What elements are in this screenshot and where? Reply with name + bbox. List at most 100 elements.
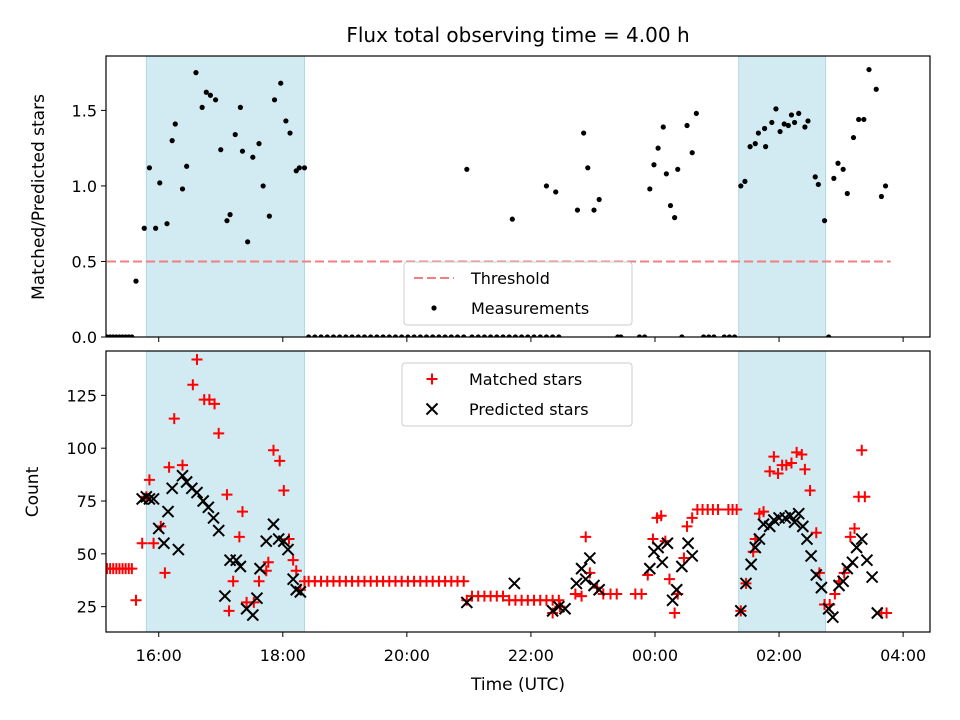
- measurement-point: [882, 183, 889, 189]
- measurement-point: [812, 174, 818, 180]
- measurement-point: [488, 334, 494, 337]
- measurement-point: [553, 189, 559, 195]
- measurement-point: [861, 116, 867, 123]
- predicted-stars-point: [202, 501, 215, 514]
- measurement-point: [250, 154, 256, 160]
- measurement-point: [355, 334, 361, 337]
- measurement-point: [742, 178, 748, 184]
- measurement-point: [469, 334, 475, 337]
- matched-stars-point: [856, 444, 868, 456]
- measurement-point: [133, 278, 139, 284]
- measurement-point: [343, 334, 349, 337]
- top-plot-area: [106, 56, 891, 337]
- predicted-stars-point: [277, 534, 291, 548]
- measurement-point: [386, 334, 392, 337]
- predicted-stars-point: [260, 534, 273, 548]
- measurement-point: [706, 334, 712, 337]
- bottom-shaded-interval-1: [145, 351, 306, 632]
- measurement-point: [815, 181, 821, 188]
- measurement-point: [287, 130, 293, 136]
- measurement-point: [660, 124, 666, 130]
- measurement-point: [537, 334, 543, 337]
- predicted-stars-point: [753, 532, 766, 546]
- measurement-point: [773, 106, 779, 112]
- matched-stars-point: [253, 575, 265, 587]
- measurement-point: [550, 334, 556, 337]
- measurement-point: [423, 334, 430, 337]
- measurement-point: [224, 218, 230, 224]
- legend-matched-swatch: [426, 373, 438, 385]
- matched-stars-point: [791, 446, 803, 458]
- measurement-point: [481, 334, 487, 337]
- matched-stars-point: [236, 506, 248, 518]
- measurement-point: [700, 334, 707, 337]
- matched-stars-point: [274, 455, 286, 467]
- matched-stars-point: [168, 413, 180, 425]
- measurement-point: [711, 334, 717, 337]
- matched-stars-point: [290, 565, 302, 577]
- measurement-point: [212, 97, 219, 103]
- measurement-point: [866, 66, 872, 73]
- top-y-tick-label: 1.5: [72, 101, 97, 120]
- series-measurements: [106, 66, 889, 337]
- measurement-point: [763, 144, 769, 150]
- matched-stars-point: [278, 484, 290, 496]
- predicted-stars-point: [592, 583, 606, 596]
- measurement-point: [873, 86, 879, 92]
- predicted-stars-point: [850, 541, 863, 554]
- measurement-point: [448, 334, 454, 337]
- measurement-point: [788, 112, 795, 118]
- matched-stars-point: [126, 563, 138, 575]
- measurement-point: [164, 221, 170, 227]
- predicted-stars-point: [190, 486, 204, 499]
- predicted-stars-point: [234, 560, 247, 573]
- matched-stars-point: [678, 552, 690, 564]
- measurement-point: [417, 334, 423, 337]
- measurement-point: [169, 138, 175, 144]
- predicted-stars-point: [143, 492, 156, 506]
- predicted-stars-point: [281, 543, 295, 556]
- measurement-point: [543, 334, 550, 337]
- measurement-point: [826, 334, 832, 337]
- measurement-point: [461, 334, 467, 337]
- measurement-point: [374, 334, 380, 337]
- measurement-point: [761, 125, 768, 132]
- predicted-stars-point: [253, 562, 267, 575]
- matched-stars-point: [655, 510, 667, 522]
- matched-stars-point: [267, 444, 279, 456]
- x-tick-label: 20:00: [384, 646, 430, 665]
- matched-stars-point: [580, 531, 592, 543]
- measurement-point: [337, 334, 343, 337]
- predicted-stars-point: [212, 524, 225, 537]
- measurement-point: [330, 334, 337, 337]
- predicted-stars-point: [681, 537, 695, 550]
- measurement-point: [651, 162, 657, 168]
- matched-stars-point: [227, 575, 239, 587]
- matched-stars-point: [780, 459, 792, 471]
- measurement-point: [747, 144, 753, 150]
- measurement-point: [324, 334, 330, 337]
- predicted-stars-point: [147, 492, 160, 506]
- measurement-point: [442, 334, 448, 337]
- measurement-point: [509, 216, 515, 222]
- measurement-point: [655, 145, 661, 151]
- predicted-stars-point: [157, 537, 171, 550]
- top-y-axis-label: Matched/Predicted stars: [29, 94, 49, 300]
- measurement-point: [856, 116, 862, 123]
- matched-stars-point: [712, 503, 724, 515]
- top-legend-box: [403, 261, 633, 326]
- bottom-legend-box: [401, 362, 633, 427]
- predicted-stars-point: [583, 551, 597, 565]
- measurement-point: [738, 183, 744, 189]
- measurement-point: [805, 118, 811, 124]
- predicted-stars-point: [250, 591, 264, 605]
- matched-stars-point: [611, 588, 623, 600]
- matched-stars-point: [209, 398, 221, 410]
- measurement-point: [361, 334, 368, 337]
- measurement-point: [531, 334, 537, 337]
- matched-stars-point: [163, 461, 175, 473]
- predicted-stars-point: [176, 469, 189, 482]
- measurement-point: [618, 334, 624, 337]
- matched-stars-point: [159, 567, 171, 579]
- measurement-point: [199, 104, 205, 110]
